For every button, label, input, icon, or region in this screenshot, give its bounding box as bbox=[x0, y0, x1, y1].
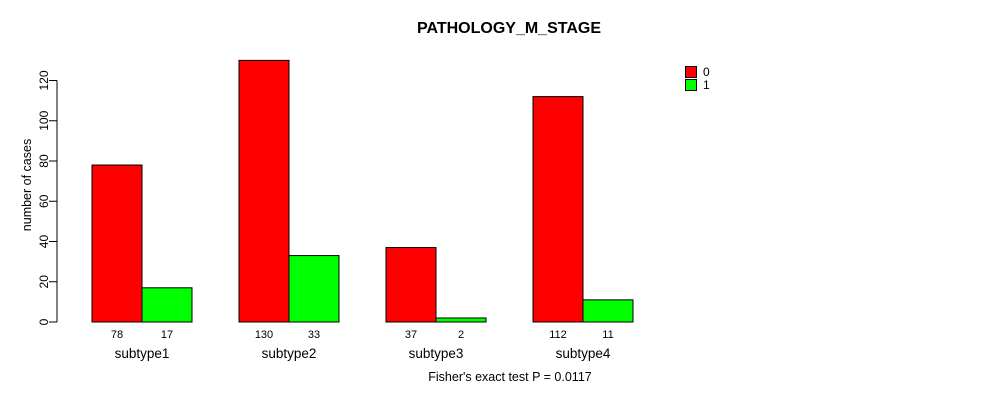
y-axis-tick-label: 60 bbox=[37, 194, 51, 208]
bar-value-label: 130 bbox=[255, 329, 273, 341]
x-category-label: subtype3 bbox=[409, 346, 464, 361]
bar-value-label: 78 bbox=[111, 329, 123, 341]
bar-1-subtype4 bbox=[582, 299, 634, 323]
y-axis-tick-label: 40 bbox=[37, 235, 51, 249]
bar-value-label: 11 bbox=[602, 329, 613, 341]
legend: 0 1 bbox=[685, 65, 710, 92]
bar-value-label: 37 bbox=[405, 329, 417, 341]
fisher-test-annotation: Fisher's exact test P = 0.0117 bbox=[428, 370, 592, 384]
legend-swatch-red bbox=[685, 65, 697, 78]
y-axis-tick-label: 100 bbox=[37, 110, 51, 130]
bar-0-subtype3 bbox=[385, 247, 437, 323]
y-axis-tick-label: 0 bbox=[37, 318, 51, 325]
bar-value-label: 33 bbox=[308, 329, 320, 341]
legend-label-1: 1 bbox=[703, 78, 710, 93]
bar-1-subtype1 bbox=[141, 287, 193, 323]
bar-value-label: 2 bbox=[458, 329, 464, 341]
y-axis-tick-label: 80 bbox=[37, 154, 51, 168]
legend-item: 1 bbox=[685, 79, 710, 93]
bar-value-label: 17 bbox=[161, 329, 173, 341]
bar-1-subtype3 bbox=[435, 317, 487, 323]
x-category-label: subtype1 bbox=[115, 346, 170, 361]
legend-label-0: 0 bbox=[703, 64, 710, 79]
bar-0-subtype2 bbox=[238, 59, 290, 323]
y-axis-tick-label: 20 bbox=[37, 275, 51, 289]
y-axis-tick-label: 120 bbox=[37, 70, 51, 90]
chart-title: PATHOLOGY_M_STAGE bbox=[416, 20, 602, 37]
x-category-label: subtype4 bbox=[556, 346, 611, 361]
x-category-label: subtype2 bbox=[262, 346, 317, 361]
bar-0-subtype4 bbox=[532, 96, 584, 323]
bar-value-label: 112 bbox=[549, 329, 567, 341]
legend-item: 0 bbox=[685, 65, 710, 79]
legend-swatch-green bbox=[685, 79, 697, 92]
bar-1-subtype2 bbox=[288, 255, 340, 323]
bar-0-subtype1 bbox=[91, 164, 143, 323]
